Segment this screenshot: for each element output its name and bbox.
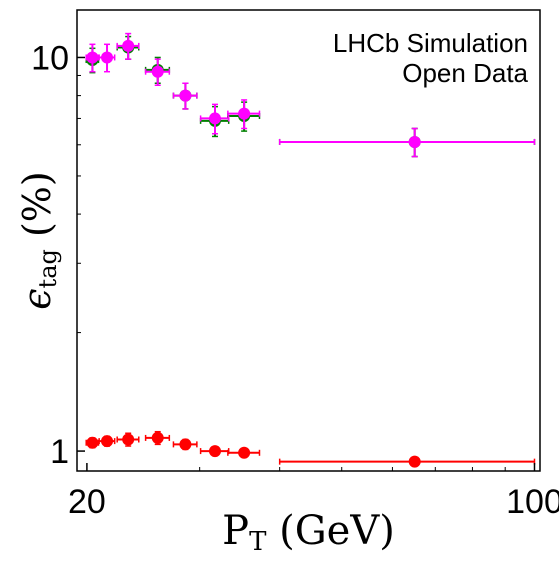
y-axis-label-unit: (%) [15, 171, 59, 249]
data-point [151, 431, 164, 444]
x-axis-label-unit: (GeV) [266, 508, 394, 554]
data-point [208, 112, 221, 125]
data-point [408, 455, 421, 468]
data-point [208, 445, 221, 458]
data-point [151, 65, 164, 78]
series-2 [85, 32, 536, 158]
y-axis-label-main: ϵ [15, 288, 59, 309]
axis-ticks: 20 100 1 10 [31, 39, 559, 521]
annotation-line-1: LHCb Simulation [333, 28, 528, 58]
x-axis-label-main: P [222, 508, 249, 554]
data-point [101, 435, 114, 448]
data-point [101, 51, 114, 64]
data-point [179, 438, 192, 451]
x-axis-label-subscript: T [249, 527, 267, 557]
data-point [179, 89, 192, 102]
x-axis-label: PT (GeV) [222, 508, 395, 557]
data-point [122, 39, 135, 52]
x-tick-label: 100 [506, 483, 559, 521]
y-tick-label: 1 [50, 433, 69, 471]
y-axis-label-subscript: tag [34, 249, 62, 288]
series-3 [85, 430, 536, 468]
plot-frame [76, 9, 541, 472]
data-point [86, 51, 99, 64]
data-point [122, 433, 135, 446]
data-point [238, 107, 251, 120]
data-point [408, 135, 421, 148]
data-point [86, 436, 99, 449]
x-tick-label: 20 [68, 483, 106, 521]
chart-marks [85, 32, 536, 468]
y-tick-label: 10 [31, 39, 69, 77]
data-point [238, 446, 251, 459]
annotation-line-2: Open Data [402, 58, 528, 88]
y-axis-label: ϵtag (%) [15, 171, 62, 309]
